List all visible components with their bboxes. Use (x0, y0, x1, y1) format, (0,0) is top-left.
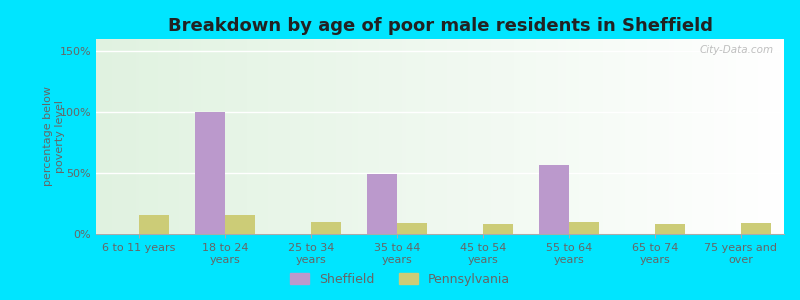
Bar (569, 222, 599, 234)
Bar (367, 174, 397, 234)
Bar (397, 223, 427, 234)
Bar (225, 214, 255, 234)
Bar (139, 214, 169, 234)
Bar (195, 112, 225, 234)
Bar (655, 224, 685, 234)
Bar (311, 222, 341, 234)
Bar (483, 224, 513, 234)
Text: City-Data.com: City-Data.com (699, 45, 774, 55)
Title: Breakdown by age of poor male residents in Sheffield: Breakdown by age of poor male residents … (167, 17, 713, 35)
Bar (539, 164, 569, 234)
Legend: Sheffield, Pennsylvania: Sheffield, Pennsylvania (285, 268, 515, 291)
Y-axis label: percentage below
poverty level: percentage below poverty level (43, 86, 65, 187)
Bar (741, 223, 771, 234)
